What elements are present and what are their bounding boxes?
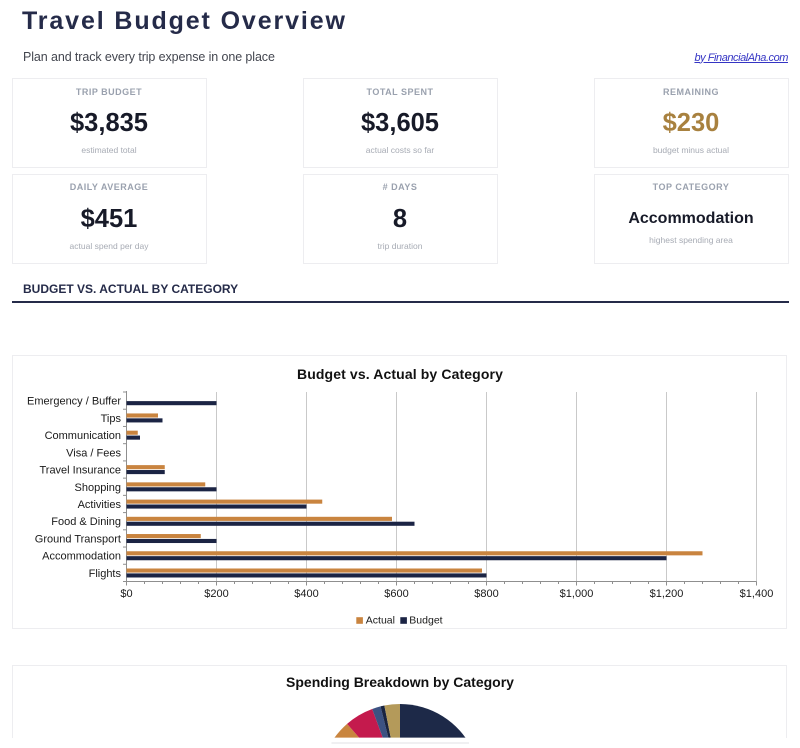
svg-text:Spending Breakdown by Category: Spending Breakdown by Category	[286, 674, 514, 690]
svg-text:Visa / Fees: Visa / Fees	[66, 447, 121, 459]
svg-text:Accommodation: Accommodation	[42, 551, 121, 563]
svg-text:$800: $800	[474, 588, 498, 600]
svg-text:Emergency / Buffer: Emergency / Buffer	[27, 396, 121, 408]
svg-text:Shopping: Shopping	[75, 482, 122, 494]
svg-text:Flights: Flights	[89, 568, 122, 580]
svg-text:$1,400: $1,400	[740, 588, 774, 600]
svg-text:$200: $200	[204, 588, 228, 600]
svg-text:Ground Transport: Ground Transport	[35, 533, 121, 545]
svg-text:Food & Dining: Food & Dining	[51, 516, 121, 528]
svg-text:$1,200: $1,200	[650, 588, 684, 600]
svg-text:Actual: Actual	[366, 615, 395, 627]
svg-text:$0: $0	[120, 588, 132, 600]
svg-text:Budget vs. Actual by Category: Budget vs. Actual by Category	[297, 366, 503, 382]
svg-text:Budget: Budget	[409, 615, 442, 627]
svg-text:Travel Insurance: Travel Insurance	[39, 465, 121, 477]
svg-text:$400: $400	[294, 588, 318, 600]
svg-text:Communication: Communication	[45, 430, 121, 442]
svg-text:Tips: Tips	[101, 413, 122, 425]
svg-text:Activities: Activities	[78, 499, 122, 511]
svg-text:$1,000: $1,000	[560, 588, 594, 600]
svg-text:$600: $600	[384, 588, 408, 600]
